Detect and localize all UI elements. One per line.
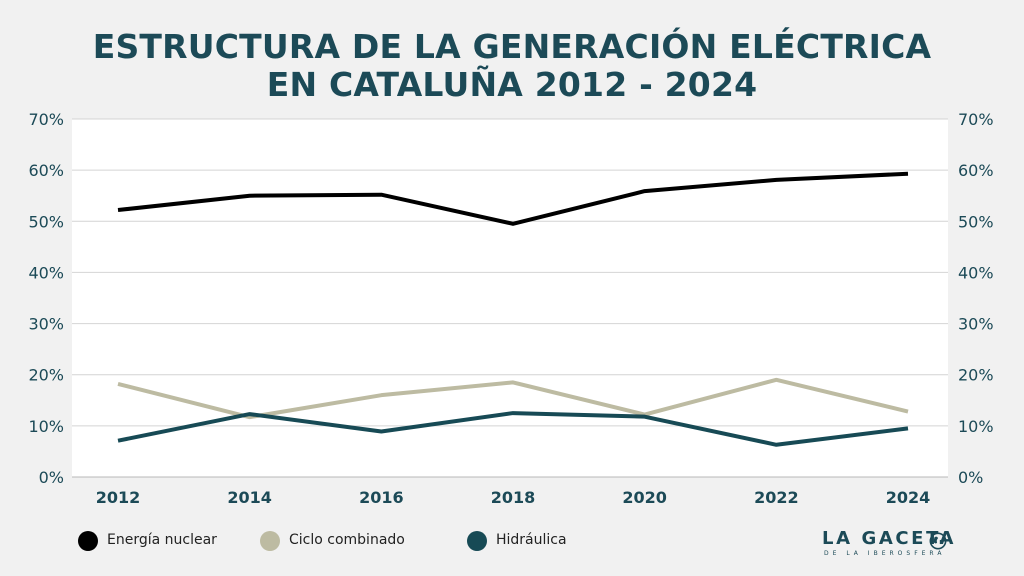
y-axis-right: 0% 10% 20% 30% 40% 50% 60% 70% [958,110,994,487]
y-tick-label-left: 10% [28,417,64,436]
y-tick-label-left: 70% [28,110,64,129]
legend-swatch-hidraulica [467,531,487,551]
y-tick-label-left: 60% [28,161,64,180]
x-tick-label: 2020 [622,488,667,507]
y-tick-label-left: 0% [39,468,64,487]
x-axis: 2012 2014 2016 2018 2020 2022 2024 [96,488,931,507]
brand-logo: LA GACETA DE LA IBEROSFERA [822,526,953,560]
series-line-2 [117,411,909,447]
legend-swatch-nuclear [78,531,98,551]
globe-icon [929,532,947,550]
y-tick-label-right: 40% [958,263,994,282]
y-tick-label-right: 0% [958,468,983,487]
series-line-0 [117,171,909,226]
brand-name: LA GACETA [822,528,957,549]
y-tick-label-left: 40% [28,263,64,282]
legend-label-nuclear: Energía nuclear [107,532,217,548]
x-tick-label: 2012 [96,488,141,507]
y-tick-label-right: 10% [958,417,994,436]
brand-tagline: DE LA IBEROSFERA [824,550,946,557]
y-tick-label-right: 60% [958,161,994,180]
x-tick-label: 2022 [754,488,799,507]
chart-title: ESTRUCTURA DE LA GENERACIÓN ELÉCTRICA EN… [0,28,1024,104]
series-lines [117,171,909,447]
x-tick-label: 2024 [886,488,931,507]
gridlines [72,118,948,478]
chart-title-line-1: ESTRUCTURA DE LA GENERACIÓN ELÉCTRICA [92,27,932,66]
series-line-1 [117,377,909,420]
y-tick-label-left: 20% [28,366,64,385]
y-axis-left: 0% 10% 20% 30% 40% 50% 60% 70% [28,110,64,487]
y-tick-label-right: 30% [958,315,994,334]
y-tick-label-left: 50% [28,212,64,231]
x-tick-label: 2018 [491,488,536,507]
y-tick-label-right: 50% [958,212,994,231]
legend-label-ciclo-combinado: Ciclo combinado [289,532,405,548]
x-tick-label: 2014 [227,488,272,507]
y-tick-label-left: 30% [28,315,64,334]
legend-label-hidraulica: Hidráulica [496,532,567,548]
x-tick-label: 2016 [359,488,404,507]
y-tick-label-right: 20% [958,366,994,385]
legend-swatch-ciclo-combinado [260,531,280,551]
chart-title-line-2: EN CATALUÑA 2012 - 2024 [266,65,758,104]
y-tick-label-right: 70% [958,110,994,129]
